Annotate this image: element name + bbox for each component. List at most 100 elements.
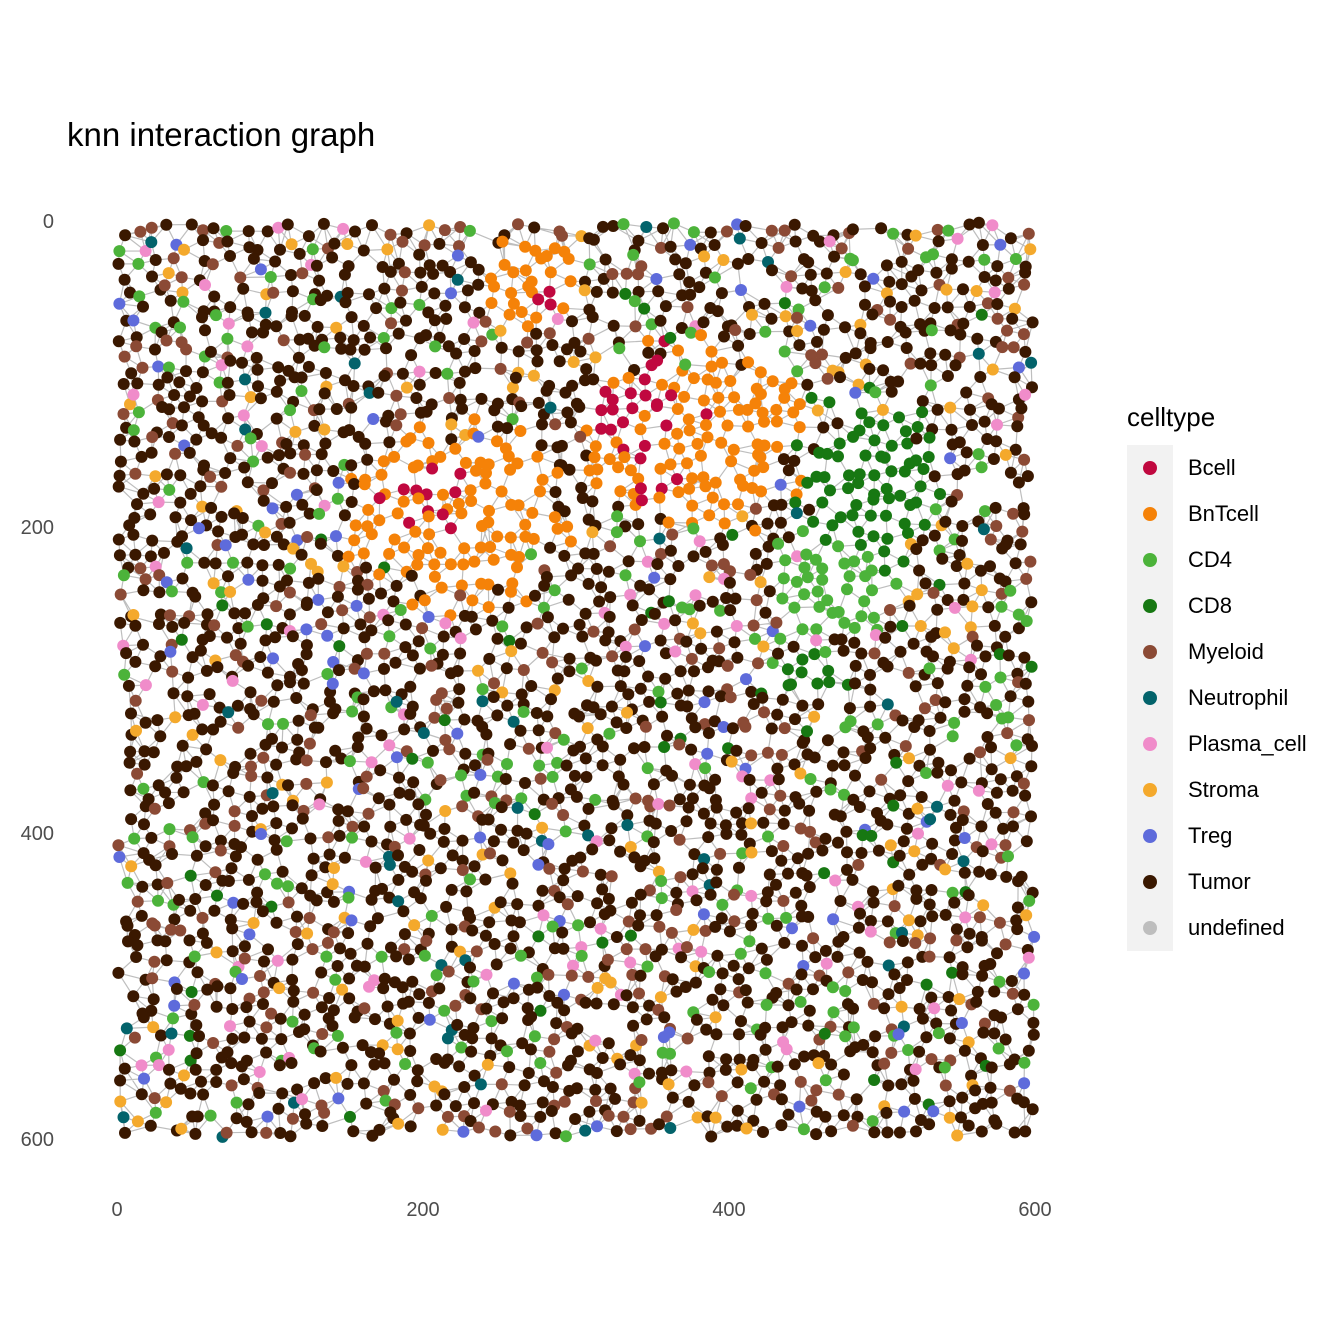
legend-swatch bbox=[1143, 783, 1157, 797]
cell-point bbox=[957, 968, 969, 980]
cell-point bbox=[902, 243, 914, 255]
cell-point bbox=[292, 938, 304, 950]
cell-point bbox=[394, 787, 406, 799]
cell-point bbox=[474, 769, 486, 781]
cell-point bbox=[293, 1026, 305, 1038]
cell-point bbox=[841, 846, 853, 858]
cell-point bbox=[879, 632, 891, 644]
cell-point bbox=[383, 739, 395, 751]
cell-point bbox=[322, 937, 334, 949]
cell-point bbox=[439, 823, 451, 835]
cell-point bbox=[698, 808, 710, 820]
cell-point bbox=[208, 619, 220, 631]
cell-point bbox=[242, 310, 254, 322]
cell-point bbox=[589, 1035, 601, 1047]
cell-point bbox=[304, 912, 316, 924]
cell-point bbox=[220, 539, 232, 551]
cell-point bbox=[877, 404, 889, 416]
cell-point bbox=[277, 718, 289, 730]
x-tick-label: 400 bbox=[712, 1199, 745, 1221]
cell-point bbox=[232, 722, 244, 734]
cell-point bbox=[884, 604, 896, 616]
cell-point bbox=[859, 280, 871, 292]
cell-point bbox=[664, 332, 676, 344]
cell-point bbox=[589, 1084, 601, 1096]
cell-point bbox=[670, 904, 682, 916]
cell-point bbox=[614, 754, 626, 766]
cell-point bbox=[939, 1062, 951, 1074]
cell-point bbox=[333, 477, 345, 489]
cell-point bbox=[999, 631, 1011, 643]
cell-point bbox=[913, 565, 925, 577]
cell-point bbox=[316, 1028, 328, 1040]
cell-point bbox=[1026, 661, 1038, 673]
cell-point bbox=[321, 777, 333, 789]
cell-point bbox=[453, 1060, 465, 1072]
cell-point bbox=[214, 754, 226, 766]
cell-point bbox=[821, 958, 833, 970]
cell-point bbox=[145, 236, 157, 248]
cell-point bbox=[532, 930, 544, 942]
cell-point bbox=[195, 645, 207, 657]
cell-point bbox=[964, 928, 976, 940]
cell-point bbox=[813, 1057, 825, 1069]
cell-point bbox=[739, 721, 751, 733]
cell-point bbox=[334, 332, 346, 344]
cell-point bbox=[118, 669, 130, 681]
cell-point bbox=[948, 642, 960, 654]
cell-point bbox=[298, 678, 310, 690]
cell-point bbox=[262, 943, 274, 955]
cell-point bbox=[468, 317, 480, 329]
cell-point bbox=[639, 410, 651, 422]
cell-point bbox=[625, 930, 637, 942]
cell-point bbox=[336, 604, 348, 616]
cell-point bbox=[181, 690, 193, 702]
cell-point bbox=[684, 424, 696, 436]
cell-point bbox=[344, 344, 356, 356]
cell-point bbox=[171, 983, 183, 995]
cell-point bbox=[627, 249, 639, 261]
cell-point bbox=[252, 599, 264, 611]
cell-point bbox=[407, 776, 419, 788]
cell-point bbox=[415, 892, 427, 904]
cell-point bbox=[366, 219, 378, 231]
cell-point bbox=[400, 315, 412, 327]
cell-point bbox=[1005, 690, 1017, 702]
cell-point bbox=[373, 514, 385, 526]
cell-point bbox=[956, 520, 968, 532]
cell-point bbox=[729, 324, 741, 336]
cell-point bbox=[693, 281, 705, 293]
cell-point bbox=[918, 463, 930, 475]
cell-point bbox=[546, 798, 558, 810]
cell-point bbox=[703, 1050, 715, 1062]
cell-point bbox=[276, 1087, 288, 1099]
cell-point bbox=[852, 477, 864, 489]
cell-point bbox=[414, 366, 426, 378]
cell-point bbox=[661, 730, 673, 742]
cell-point bbox=[652, 285, 664, 297]
cell-point bbox=[683, 413, 695, 425]
cell-point bbox=[724, 577, 736, 589]
cell-point bbox=[168, 687, 180, 699]
cell-point bbox=[844, 702, 856, 714]
cell-point bbox=[684, 289, 696, 301]
cell-point bbox=[164, 1078, 176, 1090]
cell-point bbox=[205, 502, 217, 514]
cell-point bbox=[1015, 538, 1027, 550]
cell-point bbox=[175, 1123, 187, 1135]
cell-point bbox=[973, 348, 985, 360]
cell-point bbox=[429, 571, 441, 583]
cell-point bbox=[226, 1033, 238, 1045]
cell-point bbox=[960, 387, 972, 399]
legend-swatch bbox=[1143, 691, 1157, 705]
cell-point bbox=[260, 307, 272, 319]
cell-point bbox=[409, 526, 421, 538]
cell-point bbox=[746, 1059, 758, 1071]
cell-point bbox=[516, 306, 528, 318]
cell-point bbox=[890, 757, 902, 769]
cell-point bbox=[166, 1028, 178, 1040]
cell-point bbox=[531, 982, 543, 994]
cell-point bbox=[761, 954, 773, 966]
cell-point bbox=[459, 301, 471, 313]
cell-point bbox=[470, 465, 482, 477]
